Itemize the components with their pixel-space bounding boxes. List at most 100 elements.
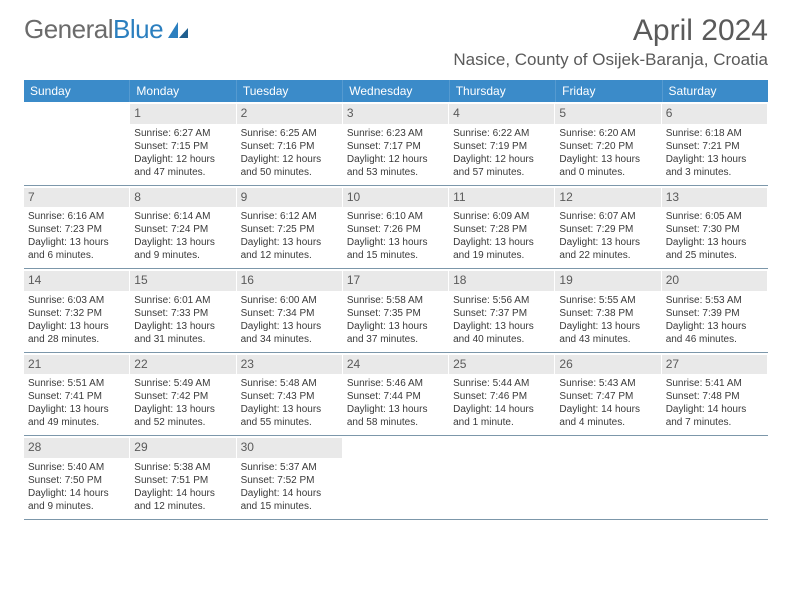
cell-line: and 57 minutes.: [453, 166, 550, 179]
calendar-cell: 13Sunrise: 6:05 AMSunset: 7:30 PMDayligh…: [662, 186, 768, 269]
calendar-cell: 30Sunrise: 5:37 AMSunset: 7:52 PMDayligh…: [237, 436, 343, 519]
cell-line: Sunset: 7:25 PM: [241, 223, 338, 236]
day-number: 7: [24, 188, 129, 208]
cell-line: Daylight: 13 hours: [666, 236, 763, 249]
weeks-container: 1 Sunrise: 6:27 AMSunset: 7:15 PM Daylight…: [24, 102, 768, 520]
day-number: 22: [130, 355, 235, 375]
cell-line: Daylight: 13 hours: [666, 320, 763, 333]
day-number: 17: [343, 271, 448, 291]
cell-line: Sunset: 7:52 PM: [241, 474, 338, 487]
cell-line: Sunset: 7:24 PM: [134, 223, 231, 236]
calendar-cell: 14Sunrise: 6:03 AMSunset: 7:32 PMDayligh…: [24, 269, 130, 352]
cell-line: and 28 minutes.: [28, 333, 125, 346]
day-number: 3: [343, 104, 448, 124]
day-number: 18: [449, 271, 554, 291]
cell-line: Daylight: 12 hours: [453, 153, 550, 166]
cell-line: Sunset: 7:28 PM: [453, 223, 550, 236]
cell-line: and 15 minutes.: [347, 249, 444, 262]
day-header-thu: Thursday: [450, 80, 556, 102]
day-header-wed: Wednesday: [343, 80, 449, 102]
cell-line: Sunset: 7:46 PM: [453, 390, 550, 403]
cell-line: Sunset: 7:38 PM: [559, 307, 656, 320]
cell-line: Sunrise: 6:01 AM: [134, 294, 231, 307]
day-header-fri: Friday: [556, 80, 662, 102]
cell-line: and 3 minutes.: [666, 166, 763, 179]
day-number: 8: [130, 188, 235, 208]
cell-line: Sunset: 7:42 PM: [134, 390, 231, 403]
cell-line: Sunset: 7:34 PM: [241, 307, 338, 320]
cell-line: Daylight: 12 hours: [241, 153, 338, 166]
cell-line: Sunset: 7:39 PM: [666, 307, 763, 320]
calendar-cell: 23Sunrise: 5:48 AMSunset: 7:43 PMDayligh…: [237, 353, 343, 436]
cell-line: Sunset: 7:15 PM: [134, 140, 231, 153]
cell-line: and 52 minutes.: [134, 416, 231, 429]
logo-text-blue: Blue: [113, 14, 163, 45]
calendar-cell: [662, 436, 768, 519]
header: GeneralBlue April 2024 Nasice, County of…: [0, 0, 792, 72]
day-number: 10: [343, 188, 448, 208]
calendar-week: 1 Sunrise: 6:27 AMSunset: 7:15 PM Daylight…: [24, 102, 768, 186]
calendar-cell: 25Sunrise: 5:44 AMSunset: 7:46 PMDayligh…: [449, 353, 555, 436]
cell-line: Sunrise: 6:27 AM: [134, 127, 231, 140]
cell-line: and 47 minutes.: [134, 166, 231, 179]
cell-line: Daylight: 14 hours: [28, 487, 125, 500]
cell-line: Daylight: 13 hours: [28, 236, 125, 249]
cell-line: Daylight: 13 hours: [28, 320, 125, 333]
cell-line: Sunset: 7:30 PM: [666, 223, 763, 236]
cell-line: Sunrise: 5:44 AM: [453, 377, 550, 390]
cell-line: Sunset: 7:17 PM: [347, 140, 444, 153]
cell-line: and 53 minutes.: [347, 166, 444, 179]
calendar-cell: 11Sunrise: 6:09 AMSunset: 7:28 PMDayligh…: [449, 186, 555, 269]
cell-line: Sunset: 7:50 PM: [28, 474, 125, 487]
day-number: 26: [555, 355, 660, 375]
day-number: 27: [662, 355, 767, 375]
cell-line: Sunrise: 6:20 AM: [559, 127, 656, 140]
day-number: 29: [130, 438, 235, 458]
calendar-week: 14Sunrise: 6:03 AMSunset: 7:32 PMDayligh…: [24, 269, 768, 353]
title-block: April 2024 Nasice, County of Osijek-Bara…: [453, 14, 768, 70]
day-number: 1: [130, 104, 235, 124]
day-header-sat: Saturday: [663, 80, 768, 102]
cell-line: Daylight: 13 hours: [559, 236, 656, 249]
day-number: 19: [555, 271, 660, 291]
cell-line: Sunrise: 5:49 AM: [134, 377, 231, 390]
calendar-cell: 27Sunrise: 5:41 AMSunset: 7:48 PMDayligh…: [662, 353, 768, 436]
cell-line: Sunrise: 6:12 AM: [241, 210, 338, 223]
cell-line: and 25 minutes.: [666, 249, 763, 262]
day-number: 20: [662, 271, 767, 291]
calendar-week: 28Sunrise: 5:40 AMSunset: 7:50 PMDayligh…: [24, 436, 768, 520]
cell-line: and 31 minutes.: [134, 333, 231, 346]
cell-line: Daylight: 14 hours: [453, 403, 550, 416]
day-number: 28: [24, 438, 129, 458]
day-number: 24: [343, 355, 448, 375]
calendar-week: 7Sunrise: 6:16 AMSunset: 7:23 PMDaylight…: [24, 186, 768, 270]
calendar-cell: 22Sunrise: 5:49 AMSunset: 7:42 PMDayligh…: [130, 353, 236, 436]
day-header-tue: Tuesday: [237, 80, 343, 102]
calendar-cell: 20Sunrise: 5:53 AMSunset: 7:39 PMDayligh…: [662, 269, 768, 352]
cell-line: and 49 minutes.: [28, 416, 125, 429]
title-location: Nasice, County of Osijek-Baranja, Croati…: [453, 50, 768, 70]
calendar-cell: 26Sunrise: 5:43 AMSunset: 7:47 PMDayligh…: [555, 353, 661, 436]
logo: GeneralBlue: [24, 14, 190, 45]
cell-line: Sunrise: 5:43 AM: [559, 377, 656, 390]
day-header-sun: Sunday: [24, 80, 130, 102]
cell-line: and 6 minutes.: [28, 249, 125, 262]
logo-text-general: General: [24, 14, 113, 45]
day-number: 23: [237, 355, 342, 375]
cell-line: and 40 minutes.: [453, 333, 550, 346]
cell-line: Sunrise: 6:00 AM: [241, 294, 338, 307]
calendar-cell: 15Sunrise: 6:01 AMSunset: 7:33 PMDayligh…: [130, 269, 236, 352]
cell-line: Sunrise: 6:03 AM: [28, 294, 125, 307]
cell-line: Daylight: 13 hours: [28, 403, 125, 416]
cell-line: Daylight: 13 hours: [134, 320, 231, 333]
cell-line: Sunrise: 5:56 AM: [453, 294, 550, 307]
cell-line: Daylight: 14 hours: [134, 487, 231, 500]
cell-line: and 15 minutes.: [241, 500, 338, 513]
day-number: 4: [449, 104, 554, 124]
cell-line: Sunset: 7:35 PM: [347, 307, 444, 320]
cell-line: Sunset: 7:37 PM: [453, 307, 550, 320]
cell-line: Daylight: 13 hours: [134, 236, 231, 249]
cell-line: Sunset: 7:44 PM: [347, 390, 444, 403]
calendar-cell: 6Sunrise: 6:18 AMSunset: 7:21 PMDaylight…: [662, 102, 768, 185]
calendar-day-header: Sunday Monday Tuesday Wednesday Thursday…: [24, 80, 768, 102]
